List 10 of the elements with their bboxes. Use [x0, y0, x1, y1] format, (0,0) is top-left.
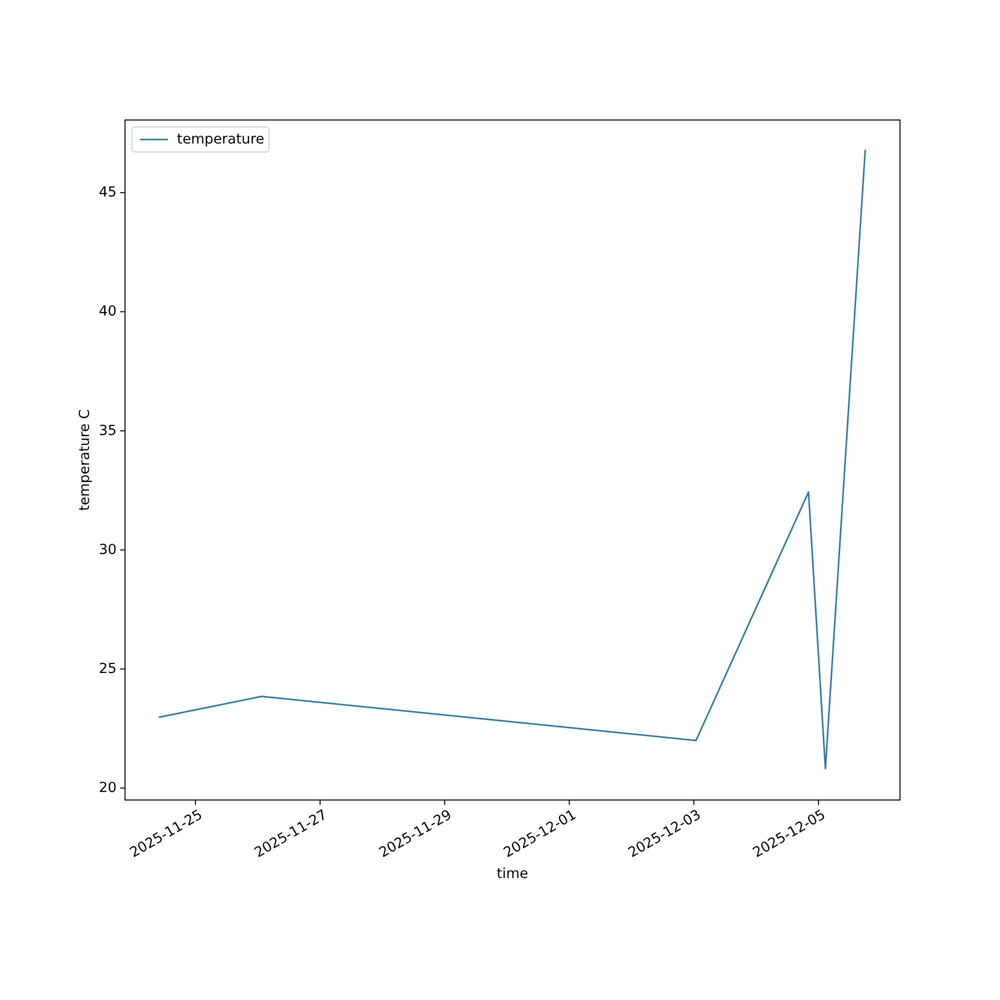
y-tick-label: 45	[98, 184, 117, 201]
y-axis-title: temperature C	[77, 409, 93, 511]
y-tick-label: 25	[98, 661, 117, 677]
line-series	[158, 150, 866, 770]
y-tick-label: 35	[98, 422, 117, 439]
legend-label: temperature	[177, 132, 264, 148]
y-tick-label: 40	[98, 304, 117, 320]
y-tick-label: 20	[98, 780, 117, 796]
y-tick-label: 30	[98, 542, 117, 558]
x-axis-title: time	[496, 866, 528, 882]
